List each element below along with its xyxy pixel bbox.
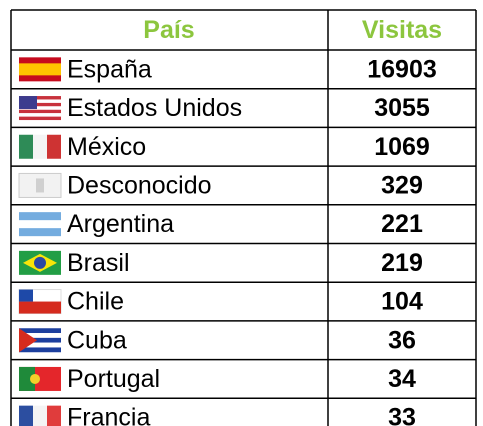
country-name: Cuba xyxy=(67,326,127,354)
flag xyxy=(19,220,61,229)
flag xyxy=(47,134,61,159)
flag xyxy=(19,366,35,391)
country-name: Chile xyxy=(67,288,124,316)
visit-count: 34 xyxy=(388,365,416,393)
flag xyxy=(47,405,61,426)
table-row: Cuba 36 xyxy=(19,326,416,354)
table-row: Estados Unidos 3055 xyxy=(19,94,430,122)
table-row: España 16903 xyxy=(19,55,437,83)
country-name: Portugal xyxy=(67,365,160,393)
visit-count: 16903 xyxy=(367,55,437,83)
flag xyxy=(19,134,33,159)
flag xyxy=(19,63,61,76)
flag xyxy=(19,333,61,338)
visit-count: 329 xyxy=(381,171,423,199)
visit-count: 104 xyxy=(381,288,423,316)
table-row: Argentina 221 xyxy=(19,210,423,238)
flag xyxy=(30,373,40,384)
flag xyxy=(19,328,61,334)
flag xyxy=(19,113,61,117)
visit-count: 219 xyxy=(381,249,423,277)
country-name: Estados Unidos xyxy=(67,94,242,122)
flag xyxy=(33,134,47,159)
country-name: Argentina xyxy=(67,210,174,238)
visit-count: 1069 xyxy=(374,133,430,161)
table-row: Brasil 219 xyxy=(19,249,423,277)
flag xyxy=(19,342,61,348)
flag xyxy=(19,109,61,114)
flag xyxy=(19,405,33,426)
flag xyxy=(36,178,44,193)
visit-count: 221 xyxy=(381,210,423,238)
visit-count: 3055 xyxy=(374,94,430,122)
table-row: Francia 33 xyxy=(19,404,416,426)
flag xyxy=(34,256,46,269)
flag xyxy=(19,347,61,353)
country-name: Desconocido xyxy=(67,171,212,199)
country-name: España xyxy=(67,55,152,83)
country-name: Brasil xyxy=(67,249,130,277)
table-row: Chile 104 xyxy=(18,288,423,316)
flag xyxy=(19,301,61,314)
table-row: Desconocido 329 xyxy=(18,171,423,199)
visit-count: 33 xyxy=(388,404,416,426)
table-row: México 1069 xyxy=(19,133,430,161)
flag xyxy=(19,96,37,110)
flag xyxy=(19,96,61,100)
visit-count: 36 xyxy=(388,326,416,354)
header-country: País xyxy=(143,16,194,44)
country-name: México xyxy=(67,133,146,161)
flag xyxy=(19,116,61,121)
flag xyxy=(19,102,61,107)
header-visits: Visitas xyxy=(362,16,442,44)
country-name: Francia xyxy=(67,404,150,426)
table-row: Portugal 34 xyxy=(19,365,416,393)
flag xyxy=(33,405,47,426)
flag xyxy=(19,337,61,343)
flag xyxy=(19,328,37,353)
flag xyxy=(19,106,61,110)
flag xyxy=(19,99,61,103)
flag xyxy=(19,289,33,302)
